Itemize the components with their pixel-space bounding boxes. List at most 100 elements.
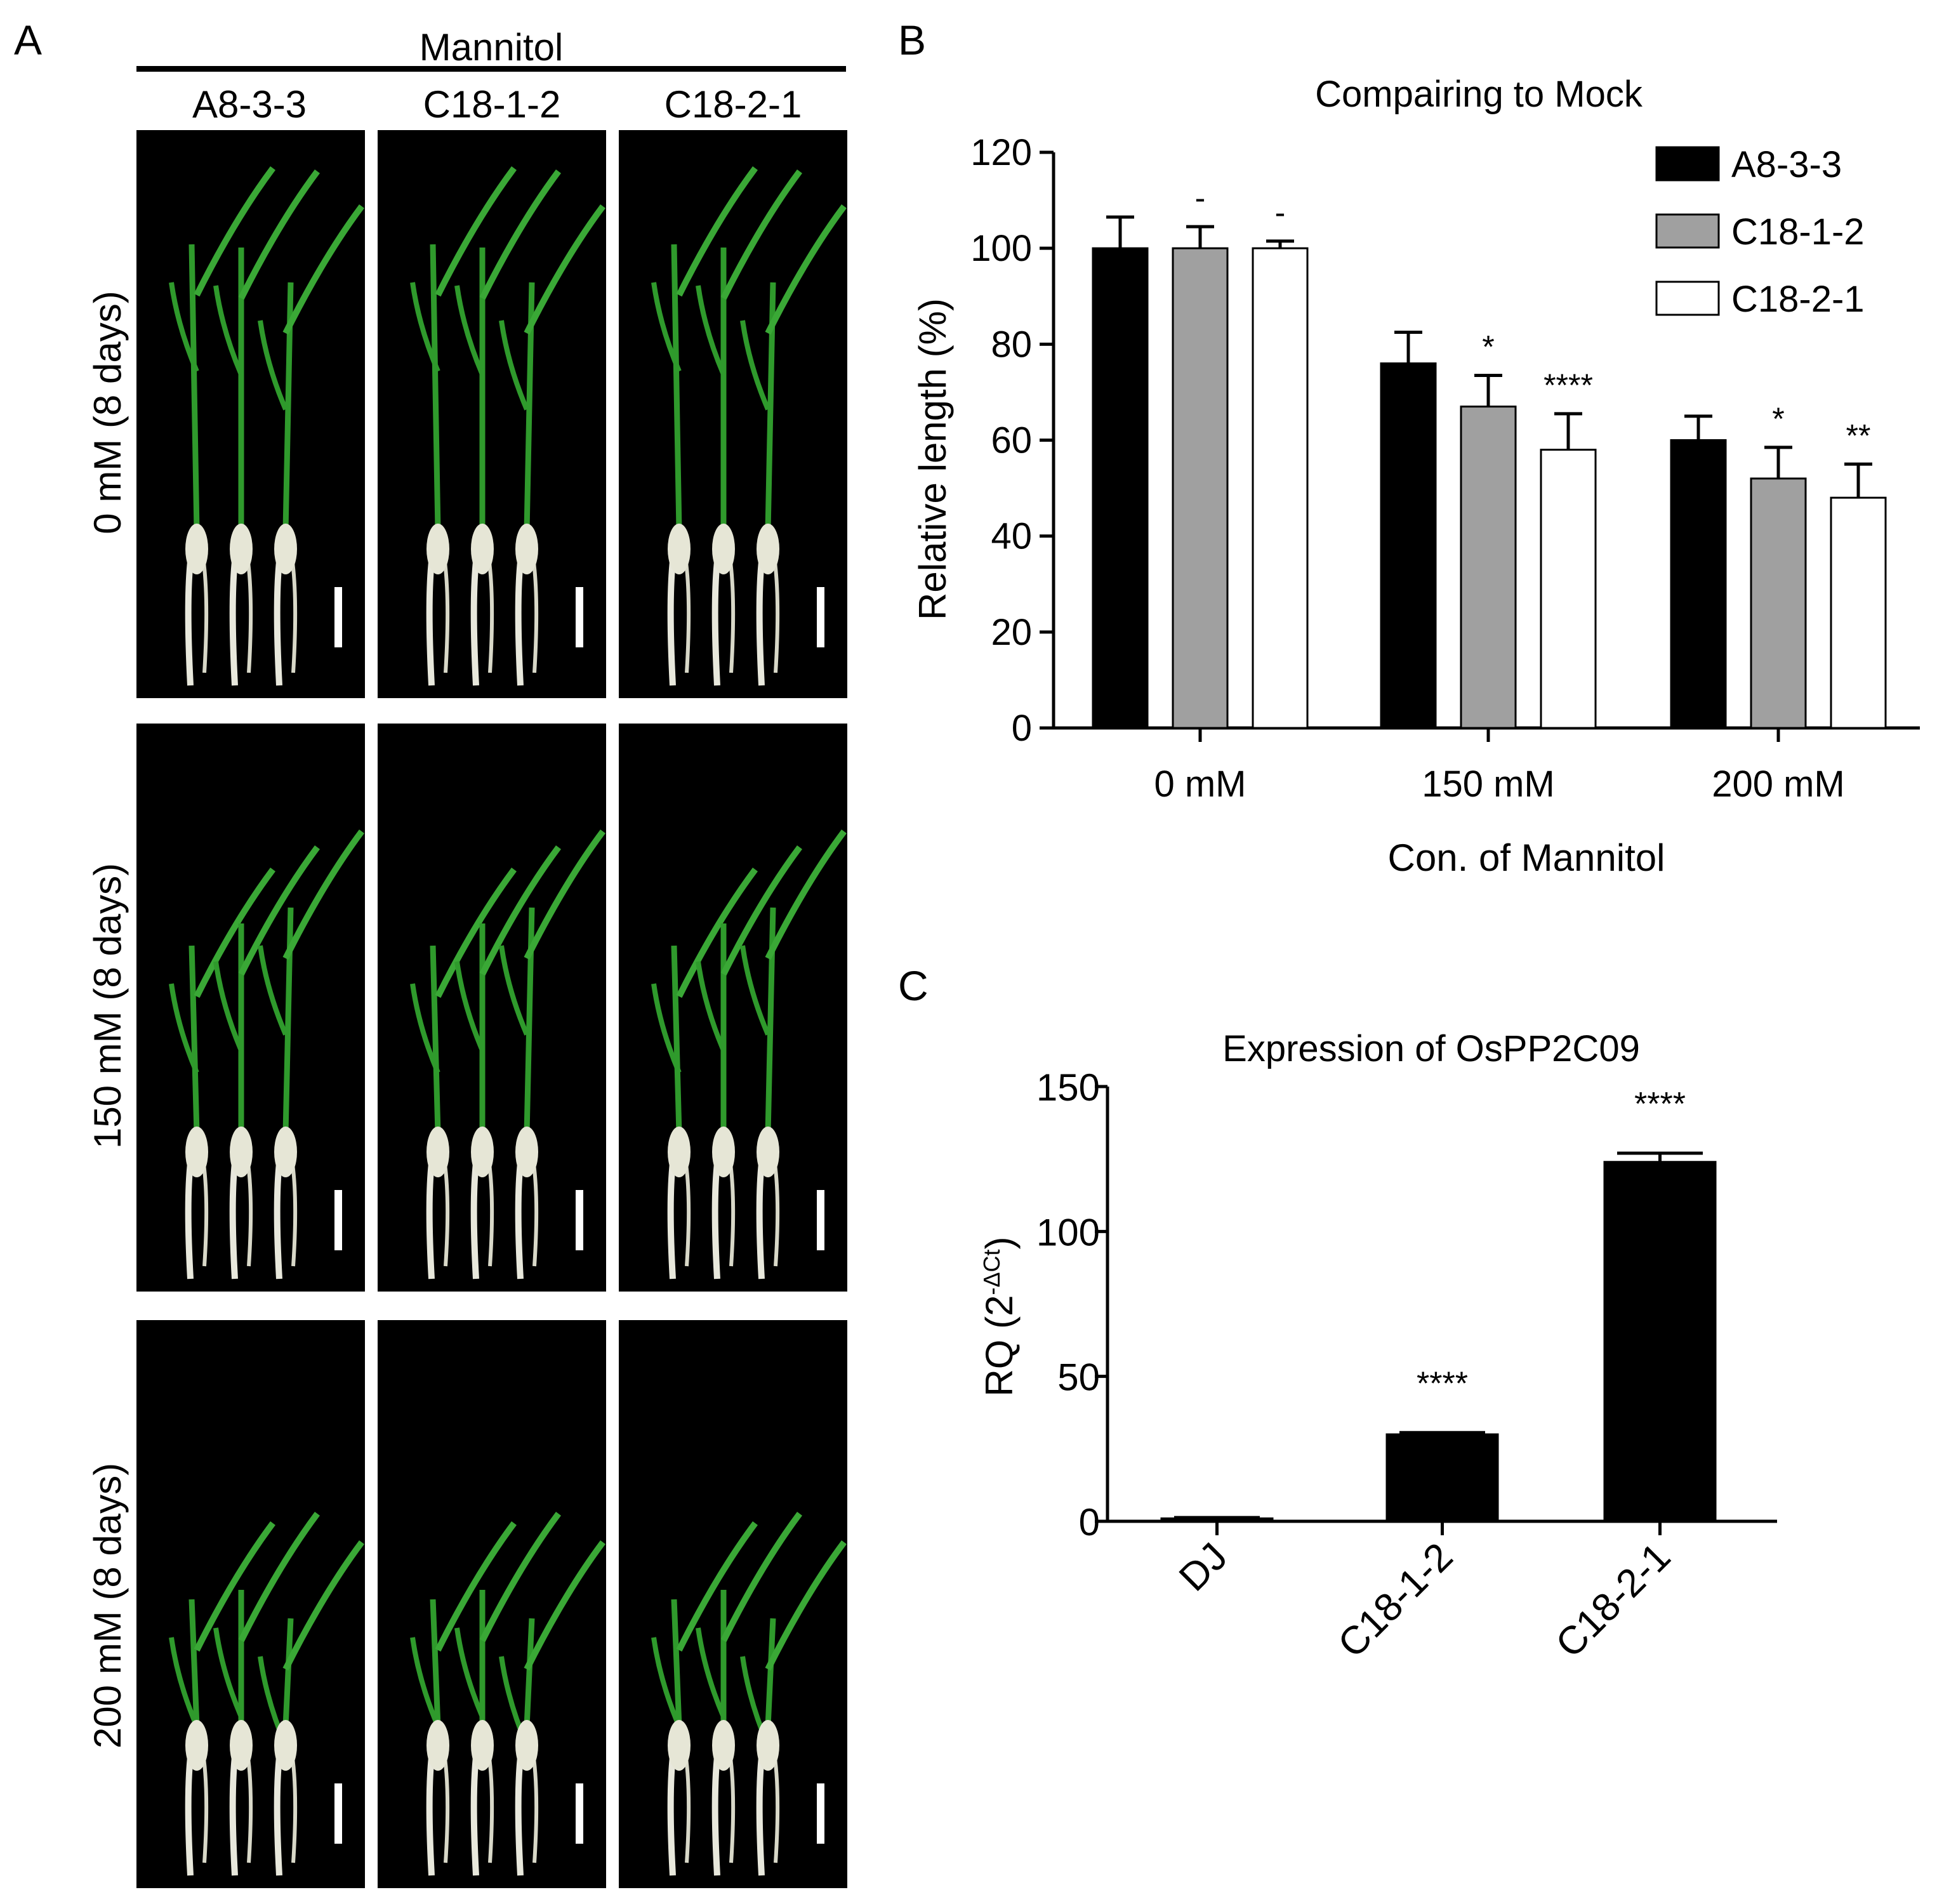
significance-marker: **** bbox=[1417, 1365, 1468, 1402]
seedling-leaf bbox=[213, 285, 244, 376]
seedling-photo bbox=[136, 724, 365, 1292]
seedling-leaf bbox=[720, 169, 803, 300]
seedling-leaf bbox=[410, 1637, 440, 1728]
bar bbox=[1750, 477, 1807, 729]
seedling-root-base bbox=[426, 1127, 449, 1177]
seedling-root-base bbox=[185, 1127, 208, 1177]
column-label-c18-1-2: C18-1-2 bbox=[423, 83, 561, 126]
y-axis-label: Relative length (%) bbox=[911, 298, 954, 620]
seedling-stem bbox=[430, 244, 441, 531]
seedling-leaf bbox=[194, 868, 276, 998]
seedling-stem bbox=[671, 244, 682, 531]
legend-label: C18-1-2 bbox=[1731, 211, 1865, 253]
seedling-leaf bbox=[740, 945, 770, 1036]
bar bbox=[1830, 496, 1887, 729]
significance-marker: ** bbox=[1846, 418, 1871, 453]
seedling-leaf bbox=[169, 282, 199, 373]
seedling-stem bbox=[282, 1618, 294, 1727]
bar bbox=[1252, 247, 1309, 729]
seedling-leaf bbox=[454, 1627, 485, 1718]
seedling-leaf bbox=[258, 945, 288, 1036]
seedling-root-base bbox=[515, 1127, 538, 1177]
x-tick-label: 150 mM bbox=[1422, 764, 1555, 805]
bar bbox=[1172, 247, 1229, 729]
seedling-root-base bbox=[274, 524, 297, 574]
seedling-photo bbox=[619, 724, 847, 1292]
significance-marker: **** bbox=[1634, 1086, 1686, 1123]
scale-bar bbox=[334, 1190, 342, 1250]
panel-c-letter: C bbox=[898, 962, 929, 1009]
seedling-leaf bbox=[676, 166, 758, 297]
seedling-leaf bbox=[194, 1521, 276, 1652]
seedling-leaf bbox=[499, 945, 529, 1036]
mannitol-label: Mannitol bbox=[419, 26, 564, 69]
mannitol-bracket-line bbox=[136, 66, 846, 72]
seedling-leaf bbox=[238, 845, 321, 976]
seedling-stem bbox=[765, 1618, 776, 1727]
seedling-root-base bbox=[230, 1127, 253, 1177]
seedling-drawing bbox=[651, 830, 847, 1279]
seedling-leaf bbox=[454, 285, 485, 376]
seedling-leaf bbox=[282, 1540, 365, 1671]
seedling-stem bbox=[524, 1618, 535, 1727]
seedling-leaf bbox=[410, 983, 440, 1074]
scale-bar bbox=[576, 1190, 583, 1250]
seedling-leaf bbox=[435, 868, 517, 998]
seedling-leaf bbox=[169, 983, 199, 1074]
seedling-leaf bbox=[213, 1627, 244, 1718]
seedling-leaf bbox=[282, 204, 365, 335]
y-tick-label: 0 bbox=[1012, 708, 1032, 749]
scale-bar bbox=[817, 1190, 824, 1250]
seedling-leaf bbox=[454, 961, 485, 1052]
seedling-stem bbox=[188, 1599, 200, 1727]
legend-swatch bbox=[1655, 146, 1720, 182]
seedling-leaf bbox=[169, 1637, 199, 1728]
scale-bar bbox=[576, 587, 583, 647]
seedling-stem bbox=[671, 1599, 682, 1727]
seedling-drawing bbox=[410, 166, 606, 686]
seedling-leaf bbox=[720, 845, 803, 976]
panel-b-letter: B bbox=[898, 17, 927, 63]
seedling-root-base bbox=[185, 1720, 208, 1771]
seedling-root-base bbox=[230, 1720, 253, 1771]
relative-length-chart: Compairing to Mock 0 20 40 60 80 100 120 Relativ… bbox=[911, 74, 1920, 879]
scale-bar bbox=[817, 1783, 824, 1844]
seedling-root-base bbox=[712, 524, 735, 574]
seedling-root-base bbox=[712, 1127, 735, 1177]
seedling-leaf bbox=[238, 169, 321, 300]
bar bbox=[1385, 1433, 1499, 1523]
seedling-root-base bbox=[274, 1127, 297, 1177]
legend-swatch bbox=[1655, 213, 1720, 249]
seedling-leaf bbox=[524, 204, 606, 335]
chart-title: Compairing to Mock bbox=[1315, 74, 1643, 115]
seedling-leaf bbox=[651, 983, 682, 1074]
seedling-leaf bbox=[258, 320, 288, 411]
seedling-leaf bbox=[435, 166, 517, 297]
scale-bar bbox=[817, 587, 824, 647]
panel-a-letter: A bbox=[14, 17, 43, 63]
seedling-root-base bbox=[471, 1720, 494, 1771]
legend-label: A8-3-3 bbox=[1731, 144, 1842, 185]
seedling-drawing bbox=[410, 1512, 606, 1876]
seedling-leaf bbox=[499, 320, 529, 411]
seedling-root-base bbox=[757, 1720, 779, 1771]
seedling-stem bbox=[430, 945, 441, 1134]
seedling-root-base bbox=[426, 524, 449, 574]
x-tick-label: 0 mM bbox=[1154, 764, 1246, 805]
seedling-leaf bbox=[676, 868, 758, 998]
significance-marker: * bbox=[1482, 329, 1494, 364]
x-tick-label: C18-2-1 bbox=[1547, 1535, 1679, 1666]
seedling-root-base bbox=[230, 524, 253, 574]
seedling-photo bbox=[378, 1320, 606, 1888]
seedling-drawing bbox=[651, 1512, 847, 1876]
seedling-photo bbox=[378, 724, 606, 1292]
seedling-leaf bbox=[651, 1637, 682, 1728]
seedling-drawing bbox=[169, 1512, 365, 1876]
significance-marker: - bbox=[1195, 180, 1206, 216]
seedling-drawing bbox=[169, 166, 365, 686]
seedling-photo bbox=[136, 130, 365, 698]
seedling-root-base bbox=[515, 524, 538, 574]
seedling-leaf bbox=[524, 830, 606, 960]
seedling-drawing bbox=[169, 830, 365, 1279]
